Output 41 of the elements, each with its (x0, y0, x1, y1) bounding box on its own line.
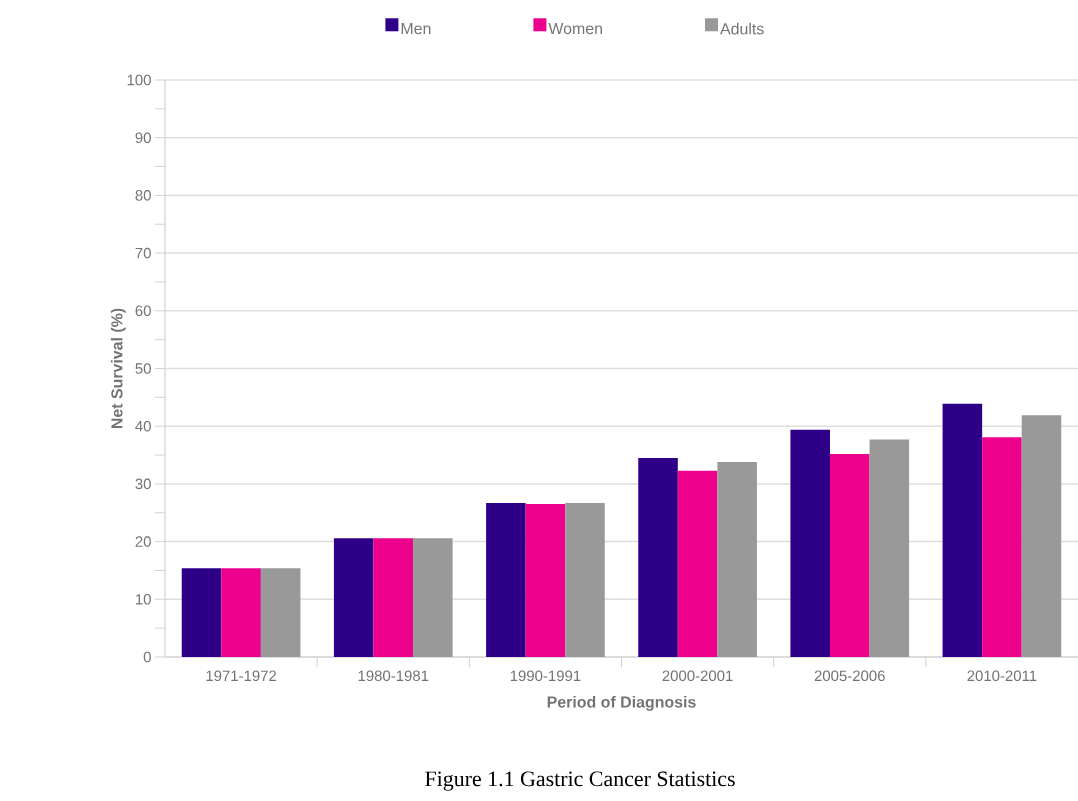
y-tick-label: 30 (135, 478, 151, 490)
x-axis-title: Period of Diagnosis (547, 695, 696, 711)
y-tick-label: 50 (135, 363, 151, 374)
bar (982, 437, 1022, 657)
bar (413, 538, 453, 657)
bar (373, 538, 414, 657)
y-tick-label: 20 (135, 536, 151, 547)
bar (677, 470, 718, 657)
bar (221, 568, 261, 657)
y-tick-label: 70 (135, 247, 151, 259)
legend-label: Women (548, 23, 602, 35)
bar (486, 502, 526, 657)
y-axis-title: Net Survival (%) (110, 308, 126, 429)
x-tick-label: 2005-2006 (814, 670, 885, 682)
x-tick-label: 1971-1972 (206, 670, 277, 682)
legend-label: Adults (720, 22, 764, 35)
bar (181, 568, 222, 657)
y-tick-label: 0 (143, 651, 151, 663)
x-tick-label: 1990-1991 (510, 670, 581, 682)
bar (260, 568, 301, 657)
bar (717, 461, 757, 657)
caption: Figure 1.1 Gastric Cancer Statistics (425, 771, 735, 791)
bar (638, 457, 678, 657)
bar (790, 429, 830, 657)
bar (869, 439, 910, 657)
y-tick-label: 80 (135, 190, 151, 201)
legend-label: Men (401, 23, 431, 35)
bar (1021, 415, 1062, 657)
y-tick-label: 40 (135, 420, 151, 432)
y-tick-label: 10 (136, 594, 151, 605)
bar (525, 504, 566, 657)
x-tick-label: 2000-2001 (662, 670, 733, 682)
bar (333, 538, 374, 657)
y-tick-label: 60 (135, 305, 151, 317)
bar (829, 453, 870, 657)
y-tick-label: 100 (127, 74, 151, 86)
y-tick-label: 90 (135, 132, 151, 143)
x-tick-label: 2010-2011 (967, 670, 1037, 682)
x-tick-label: 1980-1981 (358, 670, 429, 682)
bar (942, 403, 983, 657)
bar (565, 502, 605, 657)
